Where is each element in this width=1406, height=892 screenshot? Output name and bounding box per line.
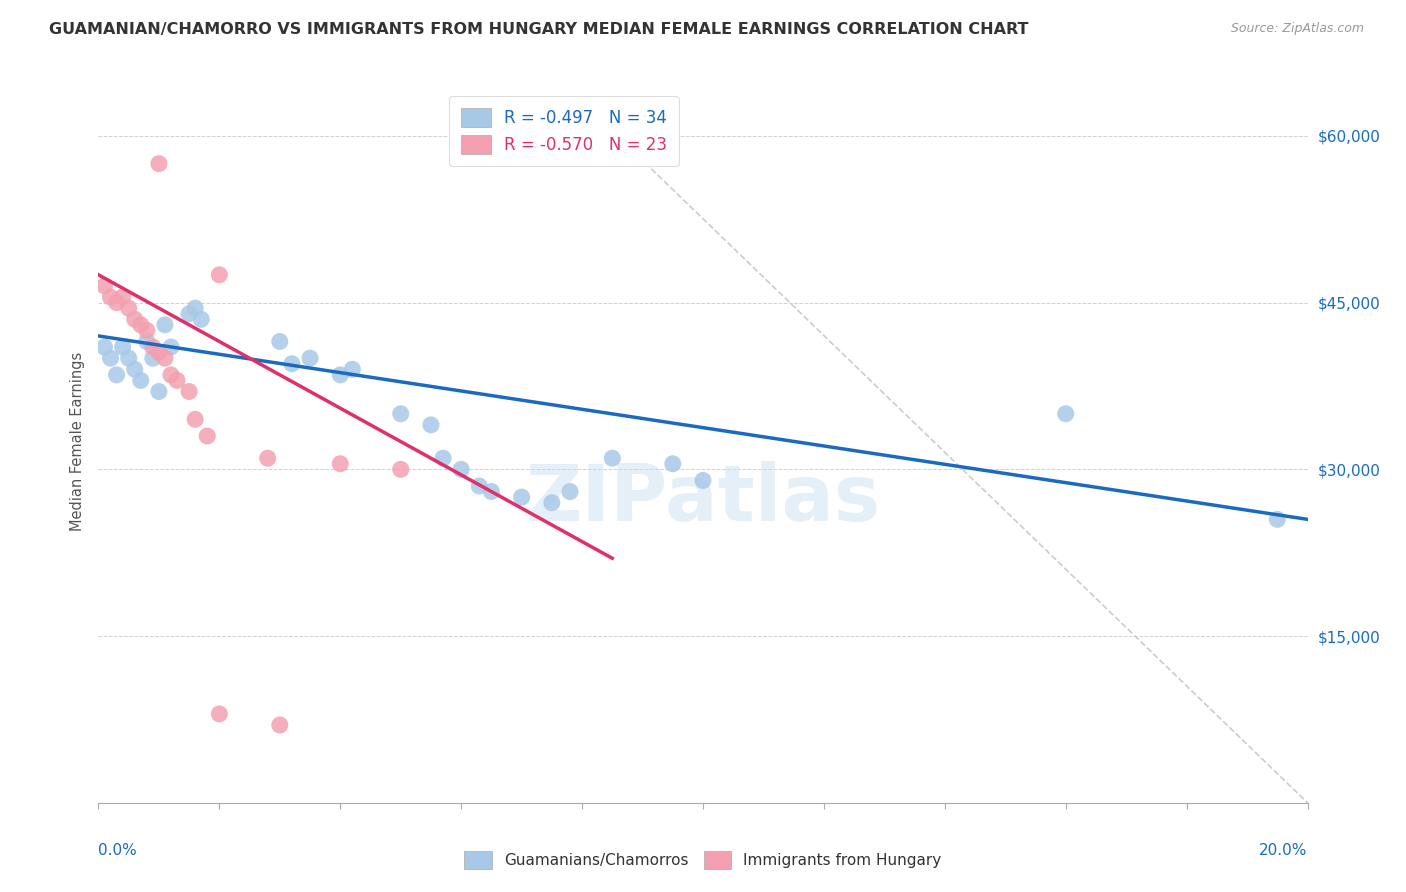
Point: [389, 407, 412, 421]
Text: Source: ZipAtlas.com: Source: ZipAtlas.com: [1230, 22, 1364, 36]
Point: [432, 451, 454, 466]
Point: [329, 368, 352, 382]
Point: [153, 318, 176, 332]
Point: [208, 706, 231, 721]
Text: ZIPatlas: ZIPatlas: [526, 461, 880, 537]
Point: [153, 351, 176, 366]
Point: [118, 301, 141, 315]
Point: [142, 340, 165, 354]
Point: [148, 384, 170, 399]
Point: [510, 490, 533, 504]
Legend: Guamanians/Chamorros, Immigrants from Hungary: Guamanians/Chamorros, Immigrants from Hu…: [458, 845, 948, 875]
Point: [148, 345, 170, 359]
Point: [281, 357, 304, 371]
Point: [342, 362, 364, 376]
Point: [450, 462, 472, 476]
Text: 20.0%: 20.0%: [1260, 843, 1308, 857]
Point: [166, 373, 188, 387]
Point: [111, 290, 134, 304]
Point: [179, 307, 201, 321]
Point: [558, 484, 581, 499]
Point: [256, 451, 278, 466]
Point: [142, 351, 165, 366]
Point: [190, 312, 212, 326]
Point: [1054, 407, 1077, 421]
Point: [135, 323, 157, 337]
Point: [468, 479, 491, 493]
Point: [602, 451, 624, 466]
Point: [160, 340, 183, 354]
Point: [269, 718, 291, 732]
Point: [195, 429, 218, 443]
Point: [184, 412, 207, 426]
Point: [100, 290, 122, 304]
Point: [93, 340, 115, 354]
Text: GUAMANIAN/CHAMORRO VS IMMIGRANTS FROM HUNGARY MEDIAN FEMALE EARNINGS CORRELATION: GUAMANIAN/CHAMORRO VS IMMIGRANTS FROM HU…: [49, 22, 1029, 37]
Point: [420, 417, 443, 432]
Point: [184, 301, 207, 315]
Point: [148, 156, 170, 170]
Point: [540, 496, 562, 510]
Point: [1267, 512, 1289, 526]
Point: [118, 351, 141, 366]
Point: [93, 279, 115, 293]
Point: [208, 268, 231, 282]
Point: [124, 362, 146, 376]
Point: [129, 373, 152, 387]
Point: [692, 474, 714, 488]
Point: [661, 457, 683, 471]
Point: [100, 351, 122, 366]
Point: [329, 457, 352, 471]
Point: [269, 334, 291, 349]
Point: [105, 368, 128, 382]
Point: [160, 368, 183, 382]
Y-axis label: Median Female Earnings: Median Female Earnings: [70, 352, 86, 531]
Point: [124, 312, 146, 326]
Point: [389, 462, 412, 476]
Text: 0.0%: 0.0%: [98, 843, 138, 857]
Point: [481, 484, 503, 499]
Point: [111, 340, 134, 354]
Point: [299, 351, 322, 366]
Point: [179, 384, 201, 399]
Point: [129, 318, 152, 332]
Point: [135, 334, 157, 349]
Point: [105, 295, 128, 310]
